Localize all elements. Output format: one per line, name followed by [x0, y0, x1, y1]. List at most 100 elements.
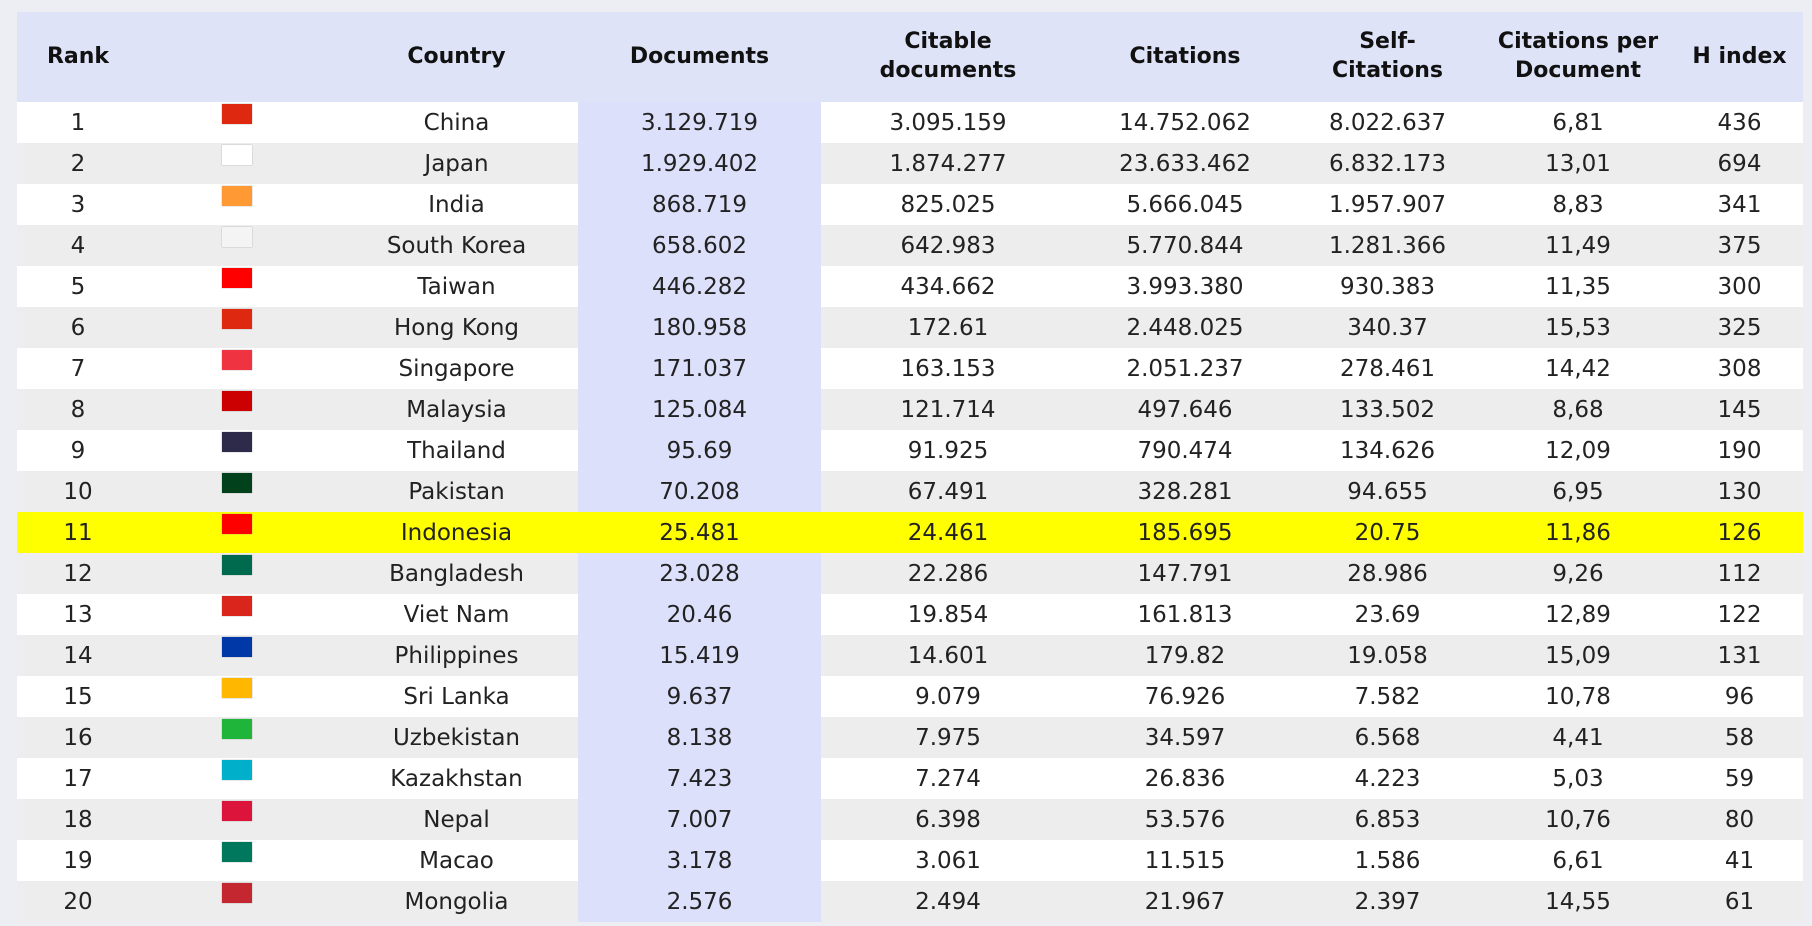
table-cell: 6.568 [1295, 717, 1480, 758]
table-row: 15 Sri Lanka 9.637 9.079 76.926 7.582 10,78 96 [17, 676, 1803, 717]
flag-cell [139, 266, 335, 307]
header-cell [139, 12, 335, 102]
flag-icon [222, 636, 252, 657]
table-row: 13 Viet Nam 20.46 19.854 161.813 23.69 12,89 12… [17, 594, 1803, 635]
table-cell: 11.515 [1144, 847, 1226, 874]
table-cell: 14.601 [821, 635, 1075, 676]
table-cell: 21.967 [1075, 881, 1295, 922]
table-cell: 3.129.719 [578, 102, 821, 143]
table-row: 8 Malaysia 125.084 121.714 497.646 133.502 8,6… [17, 389, 1803, 430]
header-cell: Self- Citations [1295, 12, 1480, 102]
table-cell: 34.597 [1075, 717, 1295, 758]
ranking-table: Rank Country Documents Citable documents… [17, 12, 1803, 922]
table-panel: Rank Country Documents Citable documents… [17, 12, 1803, 922]
table-cell: 19 [63, 847, 93, 874]
table-cell: 642.983 [821, 225, 1075, 266]
table-cell: 3.993.380 [1126, 273, 1244, 300]
table-cell: 325 [1676, 307, 1803, 348]
header-row: Rank Country Documents Citable documents… [17, 12, 1803, 102]
table-cell: 434.662 [900, 273, 996, 300]
table-cell: 1.586 [1354, 847, 1421, 874]
table-cell: 125.084 [578, 389, 821, 430]
table-row: 20 Mongolia 2.576 2.494 21.967 2.397 14,55 61 [17, 881, 1803, 922]
flag-cell [139, 348, 335, 389]
table-cell: 4.223 [1354, 765, 1421, 792]
table-cell: 26.836 [1144, 765, 1226, 792]
table-cell: 172.61 [821, 307, 1075, 348]
table-cell: Sri Lanka [403, 683, 510, 710]
table-cell: 17 [63, 765, 93, 792]
table-cell: 9,26 [1480, 553, 1676, 594]
table-cell: 3.178 [578, 840, 821, 881]
flag-icon [222, 226, 252, 247]
table-cell: 6,61 [1552, 847, 1604, 874]
table-cell: 14,42 [1545, 355, 1611, 382]
table-cell: 7.582 [1354, 683, 1421, 710]
table-cell: Japan [335, 143, 578, 184]
table-cell: 2.576 [578, 881, 821, 922]
table-cell: 868.719 [578, 184, 821, 225]
table-cell: 76.926 [1144, 683, 1226, 710]
table-cell: 20.75 [1295, 512, 1480, 553]
table-cell: 16 [17, 717, 139, 758]
table-cell: 300 [1717, 273, 1762, 300]
table-cell: 28.986 [1295, 553, 1480, 594]
table-cell: 436 [1717, 109, 1762, 136]
table-row: 16 Uzbekistan 8.138 7.975 34.597 6.568 4,41 58 [17, 717, 1803, 758]
table-cell: 80 [1676, 799, 1803, 840]
table-row: 5 Taiwan 446.282 434.662 3.993.380 930.383 11,… [17, 266, 1803, 307]
table-cell: 19.058 [1295, 635, 1480, 676]
table-cell: 825.025 [900, 191, 996, 218]
table-cell: India [428, 191, 485, 218]
flag-icon [222, 513, 252, 534]
header-cell: Citable documents [821, 12, 1075, 102]
table-cell: 12 [17, 553, 139, 594]
flag-icon [222, 841, 252, 862]
table-cell: 6,95 [1480, 471, 1676, 512]
table-cell: 5,03 [1552, 765, 1604, 792]
table-cell: 6.398 [821, 799, 1075, 840]
table-cell: 23.69 [1354, 601, 1421, 628]
table-cell: 7.975 [821, 717, 1075, 758]
header-cell: H index [1676, 12, 1803, 102]
table-cell: 147.791 [1075, 553, 1295, 594]
table-cell: 5.770.844 [1075, 225, 1295, 266]
table-row: 12 Bangladesh 23.028 22.286 147.791 28.986 9,2… [17, 553, 1803, 594]
table-cell: 8.022.637 [1328, 109, 1447, 136]
table-cell: 15,53 [1480, 307, 1676, 348]
flag-cell [139, 676, 335, 717]
flag-icon [222, 431, 252, 452]
table-cell: 10 [17, 471, 139, 512]
table-cell: 20 [17, 881, 139, 922]
table-cell: 19.854 [907, 601, 989, 628]
flag-icon [222, 718, 252, 739]
table-cell: 375 [1676, 225, 1803, 266]
table-row: 19 Macao 3.178 3.061 11.515 1.586 6,61 41 [17, 840, 1803, 881]
table-cell: 15.419 [578, 635, 821, 676]
table-cell: 341 [1717, 191, 1762, 218]
table-cell: 790.474 [1137, 437, 1233, 464]
table-cell: 190 [1717, 437, 1762, 464]
flag-cell [139, 594, 335, 635]
table-cell: 15 [63, 683, 93, 710]
table-cell: 2.051.237 [1126, 355, 1244, 382]
table-cell: Uzbekistan [335, 717, 578, 758]
table-cell: 14.752.062 [1119, 109, 1251, 136]
table-cell: 130 [1676, 471, 1803, 512]
table-cell: 446.282 [578, 266, 821, 307]
flag-icon [222, 554, 252, 575]
table-cell: 12,89 [1545, 601, 1611, 628]
table-cell: 22.286 [821, 553, 1075, 594]
table-cell: 2.397 [1295, 881, 1480, 922]
table-cell: 11 [17, 512, 139, 553]
table-cell: 930.383 [1339, 273, 1436, 300]
table-cell: 658.602 [578, 225, 821, 266]
table-cell: 7.423 [578, 758, 821, 799]
table-cell: 11,35 [1545, 273, 1611, 300]
flag-icon [222, 677, 252, 698]
table-cell: 163.153 [900, 355, 996, 382]
table-cell: 1.929.402 [578, 143, 821, 184]
table-cell: 497.646 [1075, 389, 1295, 430]
table-cell: 9.637 [578, 676, 821, 717]
table-cell: 8.138 [578, 717, 821, 758]
